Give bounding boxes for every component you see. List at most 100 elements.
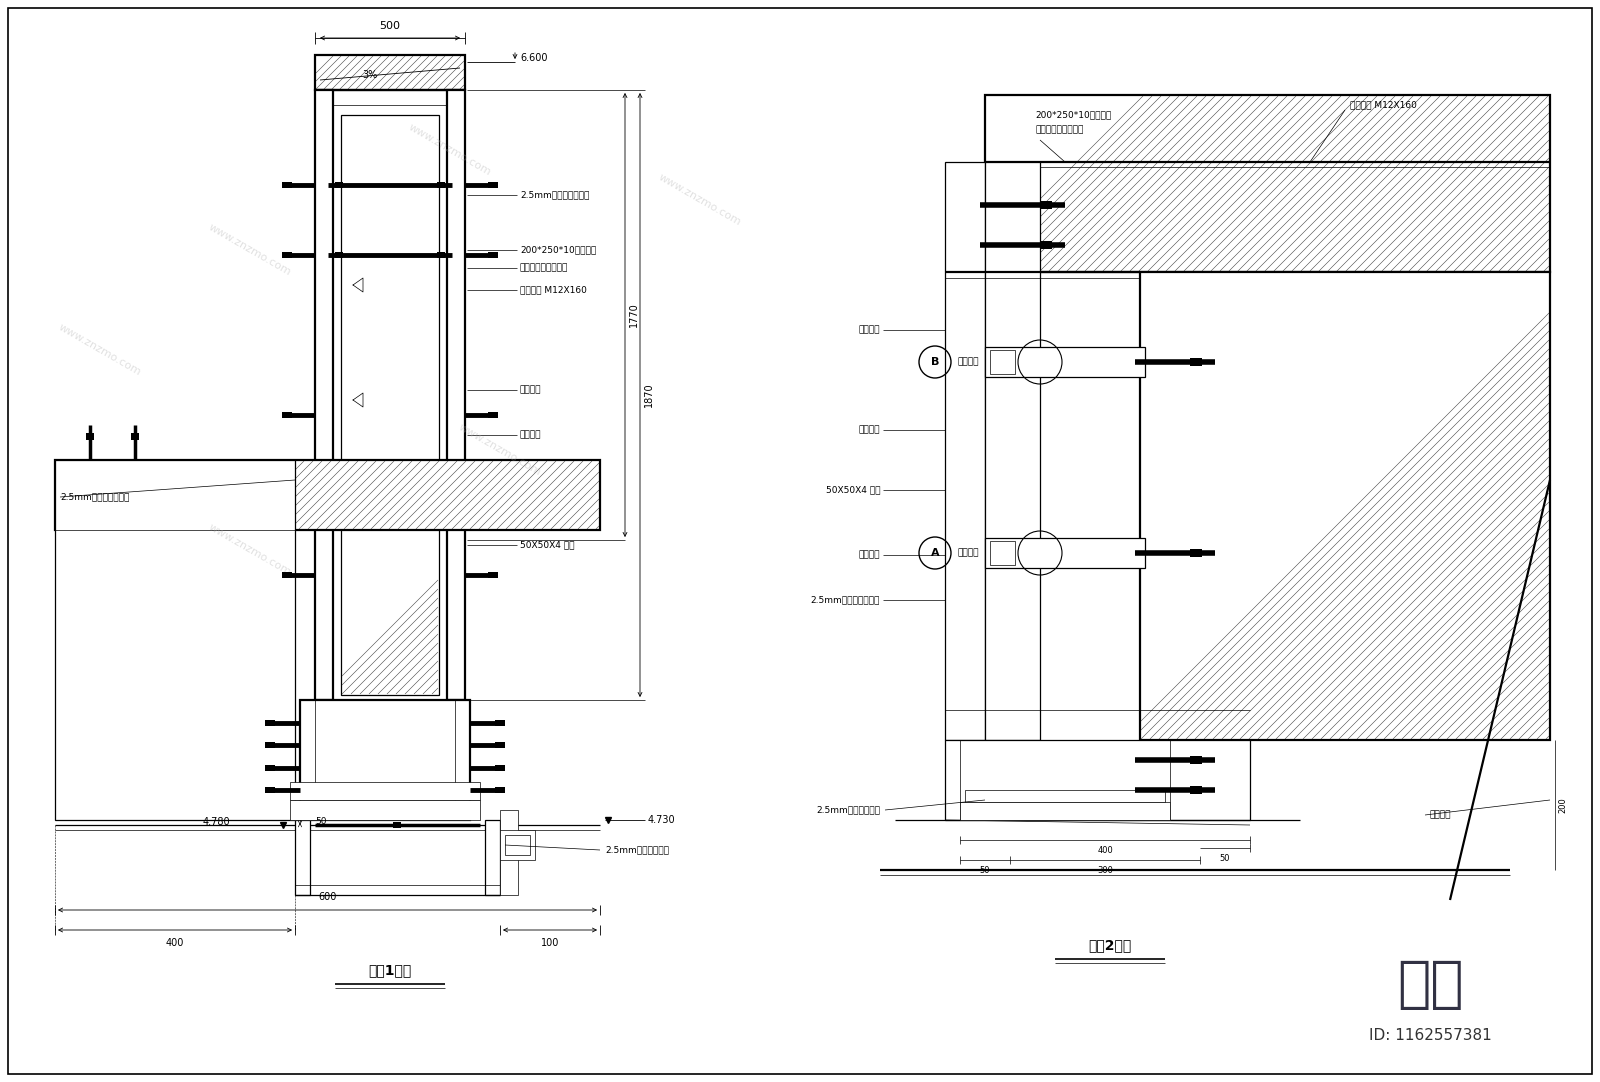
- Text: 详细做法: 详细做法: [957, 549, 979, 557]
- Bar: [437, 182, 445, 188]
- Bar: [315, 90, 333, 700]
- Bar: [499, 830, 534, 860]
- Text: 化学锚栓 M12X160: 化学锚栓 M12X160: [520, 286, 587, 294]
- Bar: [290, 782, 480, 800]
- Bar: [294, 820, 310, 895]
- Text: 1870: 1870: [643, 383, 654, 407]
- Bar: [1190, 786, 1202, 794]
- Bar: [54, 460, 294, 820]
- Text: 4.730: 4.730: [648, 815, 675, 824]
- Bar: [1190, 756, 1202, 764]
- Bar: [499, 810, 518, 895]
- Bar: [341, 115, 438, 695]
- Text: 100: 100: [541, 938, 558, 948]
- Bar: [282, 572, 291, 578]
- Bar: [1190, 358, 1202, 366]
- Text: 连接角铝: 连接角铝: [520, 385, 541, 395]
- Bar: [986, 538, 1146, 568]
- Text: 50X50X4 方管: 50X50X4 方管: [520, 541, 574, 550]
- Text: 连接角铝: 连接角铝: [859, 551, 880, 559]
- Bar: [494, 720, 506, 726]
- Bar: [488, 412, 498, 418]
- Text: www.znzmo.com: www.znzmo.com: [458, 422, 542, 478]
- Bar: [394, 822, 402, 828]
- Bar: [1139, 272, 1550, 740]
- Text: www.znzmo.com: www.znzmo.com: [658, 172, 742, 227]
- Bar: [965, 790, 1165, 802]
- Bar: [437, 252, 445, 258]
- Bar: [506, 835, 530, 855]
- Bar: [290, 800, 480, 820]
- Text: 50: 50: [315, 818, 326, 827]
- Text: 50: 50: [979, 866, 990, 875]
- Bar: [266, 720, 275, 726]
- Bar: [315, 55, 466, 90]
- Bar: [282, 412, 291, 418]
- Text: www.znzmo.com: www.znzmo.com: [206, 523, 293, 578]
- Text: 200: 200: [1558, 797, 1566, 813]
- Bar: [86, 433, 94, 440]
- Bar: [266, 742, 275, 748]
- Bar: [488, 572, 498, 578]
- Bar: [334, 252, 342, 258]
- Bar: [494, 765, 506, 771]
- Bar: [301, 700, 470, 820]
- Text: ID: 1162557381: ID: 1162557381: [1368, 1028, 1491, 1042]
- Text: 3%: 3%: [362, 70, 378, 80]
- Bar: [446, 90, 466, 700]
- Text: 2.5mm厚银灰色铝单板: 2.5mm厚银灰色铝单板: [61, 492, 130, 501]
- Text: 50X50X4 方管: 50X50X4 方管: [826, 486, 880, 494]
- Text: 化学锚栓 M12X160: 化学锚栓 M12X160: [1350, 101, 1418, 109]
- Text: A: A: [931, 547, 939, 558]
- Text: 灰色氟碳漆防腐处理: 灰色氟碳漆防腐处理: [520, 264, 568, 273]
- Text: 6.600: 6.600: [520, 53, 547, 63]
- Bar: [334, 182, 342, 188]
- Text: 50: 50: [1219, 854, 1230, 863]
- Bar: [494, 742, 506, 748]
- Text: 600: 600: [318, 892, 336, 902]
- Bar: [488, 182, 498, 188]
- Text: 灰色氟碳漆防腐处理: 灰色氟碳漆防腐处理: [1035, 126, 1083, 134]
- Text: 知末: 知末: [1397, 958, 1464, 1012]
- Text: 建筑主体: 建筑主体: [859, 425, 880, 435]
- Bar: [266, 765, 275, 771]
- Text: 连接角铝: 连接角铝: [859, 326, 880, 334]
- Bar: [488, 252, 498, 258]
- Text: 2.5mm厚灰色铝单板: 2.5mm厚灰色铝单板: [605, 845, 669, 855]
- Bar: [946, 740, 1250, 820]
- Text: 400: 400: [1098, 846, 1114, 855]
- Text: www.znzmo.com: www.znzmo.com: [406, 122, 493, 177]
- Text: 建筑主体: 建筑主体: [520, 431, 541, 439]
- Bar: [266, 787, 275, 793]
- Bar: [986, 347, 1146, 377]
- Text: B: B: [931, 357, 939, 367]
- Bar: [1190, 549, 1202, 557]
- Text: www.znzmo.com: www.znzmo.com: [58, 322, 142, 378]
- Text: www.znzmo.com: www.znzmo.com: [206, 222, 293, 278]
- Bar: [960, 802, 1170, 820]
- Bar: [494, 787, 506, 793]
- Bar: [485, 820, 499, 895]
- Text: 详细做法: 详细做法: [957, 357, 979, 367]
- Text: 500: 500: [379, 21, 400, 31]
- Text: 2.5mm厚银灰色铝单板: 2.5mm厚银灰色铝单板: [811, 595, 880, 605]
- Bar: [282, 182, 291, 188]
- Bar: [1040, 241, 1053, 249]
- Text: 200*250*10后置铁板: 200*250*10后置铁板: [1035, 110, 1112, 119]
- Text: 300: 300: [1098, 866, 1114, 875]
- Text: 建筑主体: 建筑主体: [1430, 810, 1451, 819]
- Text: 2.5mm厚银灰色铝单板: 2.5mm厚银灰色铝单板: [520, 190, 589, 199]
- Text: 2.5mm厚灰色铝单板: 2.5mm厚灰色铝单板: [816, 805, 880, 815]
- Bar: [986, 95, 1550, 272]
- Text: 节点2大样: 节点2大样: [1088, 938, 1131, 952]
- Text: 4.780: 4.780: [202, 817, 230, 827]
- Bar: [990, 349, 1014, 374]
- Bar: [990, 541, 1014, 565]
- Text: 400: 400: [166, 938, 184, 948]
- Bar: [54, 460, 600, 530]
- Text: 1770: 1770: [629, 303, 638, 328]
- Text: 200*250*10后置铁板: 200*250*10后置铁板: [520, 246, 597, 254]
- Bar: [1040, 201, 1053, 209]
- Bar: [986, 162, 1040, 740]
- Bar: [282, 252, 291, 258]
